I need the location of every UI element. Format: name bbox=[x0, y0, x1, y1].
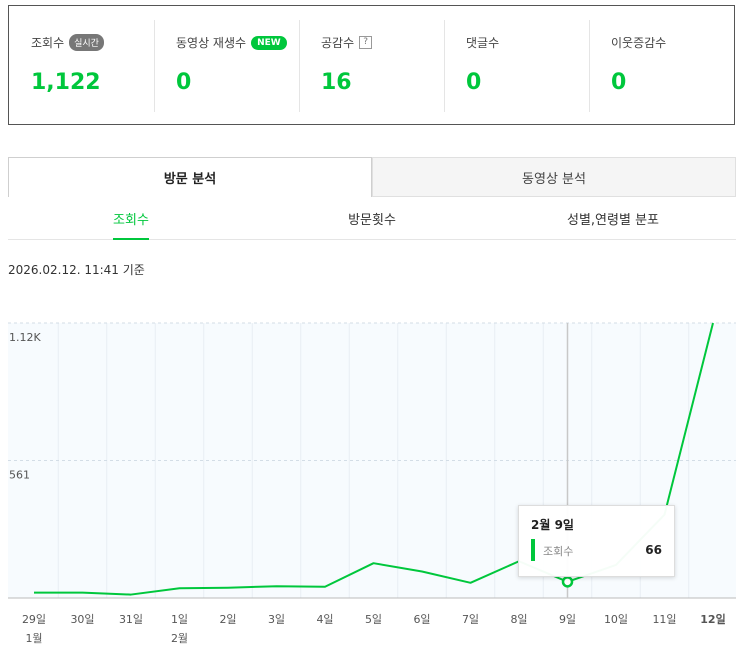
new-badge: NEW bbox=[251, 35, 287, 50]
tab-video-analysis[interactable]: 동영상 분석 bbox=[372, 157, 736, 197]
hover-point bbox=[561, 576, 574, 588]
chart-tooltip: 2월 9일 조회수 66 bbox=[518, 505, 675, 577]
x-tick-label: 1일 bbox=[171, 612, 188, 626]
stat-comments-label: 댓글수 bbox=[466, 36, 500, 50]
subtab-visit-count[interactable]: 방문횟수 bbox=[348, 212, 396, 228]
y-tick-label: 1.12K bbox=[9, 331, 41, 344]
divider bbox=[154, 20, 155, 112]
tooltip-series-marker bbox=[531, 539, 535, 561]
tooltip-date: 2월 9일 bbox=[531, 518, 574, 532]
x-tick-label: 11일 bbox=[652, 612, 676, 626]
x-tick-label: 2일 bbox=[219, 612, 236, 626]
tooltip-value: 66 bbox=[645, 543, 662, 557]
stat-likes: 공감수 ? 16 bbox=[299, 6, 444, 124]
stat-neighbors: 이웃증감수 0 bbox=[589, 6, 734, 124]
tab-visit-analysis[interactable]: 방문 분석 bbox=[8, 157, 372, 197]
sub-tabs: 조회수 방문횟수 성별,연령별 분포 bbox=[8, 197, 736, 240]
divider bbox=[444, 20, 445, 112]
stat-video-plays: 동영상 재생수 NEW 0 bbox=[154, 6, 299, 124]
y-tick-label: 561 bbox=[9, 469, 30, 482]
stat-comments: 댓글수 0 bbox=[444, 6, 589, 124]
timestamp: 2026.02.12. 11:41 기준 bbox=[8, 263, 145, 277]
divider bbox=[299, 20, 300, 112]
stat-views-value: 1,122 bbox=[31, 70, 101, 95]
x-tick-label: 8일 bbox=[510, 612, 527, 626]
stat-video-plays-value: 0 bbox=[176, 70, 192, 95]
stat-likes-value: 16 bbox=[321, 70, 352, 95]
subtab-views[interactable]: 조회수 bbox=[8, 197, 254, 239]
stat-neighbors-label: 이웃증감수 bbox=[611, 36, 667, 50]
x-tick-label: 6일 bbox=[413, 612, 430, 626]
x-month-label: 1월 bbox=[25, 632, 42, 645]
x-tick-label: 31일 bbox=[119, 612, 143, 626]
help-icon[interactable]: ? bbox=[359, 36, 373, 49]
x-tick-label: 9일 bbox=[559, 612, 576, 626]
x-tick-label: 3일 bbox=[268, 612, 285, 626]
x-tick-label: 10일 bbox=[604, 612, 628, 626]
stat-comments-value: 0 bbox=[466, 70, 482, 95]
stat-neighbors-value: 0 bbox=[611, 70, 627, 95]
x-tick-label: 5일 bbox=[365, 612, 382, 626]
x-tick-label: 12일 bbox=[700, 612, 725, 626]
realtime-badge: 실시간 bbox=[69, 34, 104, 51]
views-line-chart: 1.12K 561 29일 30일 31일 1일 2일 3일 4일 5일 6일 7일 8일 9일 10일 11… bbox=[8, 322, 736, 645]
x-tick-label: 29일 bbox=[22, 612, 46, 626]
stat-video-plays-label: 동영상 재생수 bbox=[176, 36, 247, 50]
stat-views-label: 조회수 bbox=[31, 36, 65, 50]
stats-summary: 조회수 실시간 1,122 동영상 재생수 NEW 0 공감수 ? 16 댓글수… bbox=[8, 5, 735, 125]
x-tick-label: 7일 bbox=[462, 612, 479, 626]
stat-views: 조회수 실시간 1,122 bbox=[9, 6, 154, 124]
main-tabs: 방문 분석 동영상 분석 bbox=[8, 157, 736, 197]
tooltip-series-label: 조회수 bbox=[543, 545, 574, 558]
x-month-label: 2월 bbox=[171, 632, 188, 645]
divider bbox=[589, 20, 590, 112]
x-tick-label: 4일 bbox=[316, 612, 333, 626]
subtab-gender-age[interactable]: 성별,연령별 분포 bbox=[567, 212, 659, 228]
x-tick-label: 30일 bbox=[70, 612, 94, 626]
stat-likes-label: 공감수 bbox=[321, 36, 355, 50]
